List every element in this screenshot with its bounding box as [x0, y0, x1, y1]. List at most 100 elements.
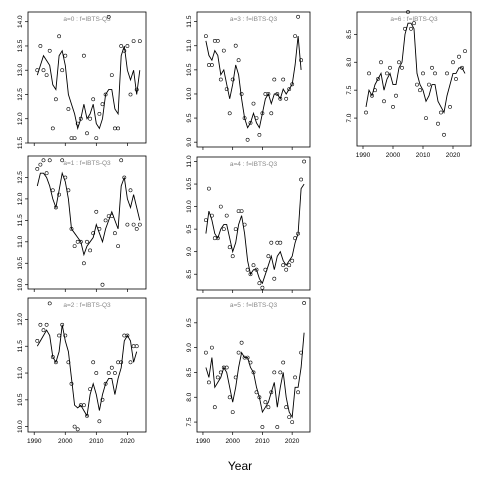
fitted-line: [36, 45, 141, 131]
observed-point: [38, 322, 43, 327]
y-tick-label: 11.0: [17, 235, 24, 248]
observed-point: [57, 192, 62, 197]
observed-point: [44, 73, 49, 78]
observed-point: [260, 285, 265, 290]
y-tick-label: 13.0: [17, 64, 24, 77]
observed-point: [100, 102, 105, 107]
observed-point: [379, 60, 383, 65]
observed-point: [97, 226, 102, 231]
y-tick-label: 11.5: [17, 340, 24, 353]
observed-point: [454, 77, 458, 81]
observed-point: [203, 218, 208, 223]
fitted-line: [36, 171, 141, 257]
observed-point: [251, 263, 256, 268]
observed-point: [50, 188, 55, 193]
observed-point: [269, 111, 274, 116]
x-tick-label: 2020: [120, 438, 135, 445]
observed-point: [131, 344, 136, 349]
observed-point: [109, 73, 114, 78]
observed-point: [239, 340, 244, 345]
observed-point: [287, 87, 292, 92]
panel-title: a=4 : f=IBTS-Q3: [230, 161, 278, 168]
observed-point: [119, 360, 124, 365]
observed-point: [35, 68, 40, 73]
observed-point: [263, 400, 268, 405]
observed-point: [69, 136, 74, 141]
observed-point: [245, 355, 250, 360]
observed-point: [430, 65, 434, 70]
x-tick-label: 2000: [225, 438, 240, 445]
observed-point: [299, 350, 304, 355]
y-tick-label: 12.5: [17, 88, 24, 101]
observed-point: [281, 263, 286, 268]
observed-point: [299, 58, 304, 63]
observed-point: [218, 370, 223, 375]
observed-point: [227, 111, 232, 116]
observed-point: [251, 101, 256, 106]
observed-point: [60, 158, 65, 163]
y-tick-label: 11.0: [186, 155, 193, 168]
observed-point: [116, 360, 121, 365]
observed-point: [57, 34, 62, 39]
y-tick-label: 12.0: [17, 192, 24, 205]
x-tick-label: 1990: [27, 438, 42, 445]
observed-point: [47, 48, 52, 53]
observed-point: [397, 60, 401, 65]
observed-point: [75, 121, 80, 126]
y-tick-label: 11.5: [186, 15, 193, 28]
observed-point: [224, 365, 229, 370]
y-tick-label: 11.0: [17, 367, 24, 380]
observed-point: [257, 132, 262, 137]
observed-point: [284, 96, 289, 101]
observed-point: [239, 92, 244, 96]
observed-point: [275, 425, 280, 429]
observed-point: [373, 88, 377, 93]
observed-point: [436, 121, 440, 126]
y-tick-label: 13.5: [17, 39, 24, 52]
panel-title: a=5 : f=IBTS-Q3: [230, 302, 278, 309]
panel-frame: [356, 11, 472, 147]
observed-point: [72, 244, 77, 249]
observed-point: [54, 360, 58, 365]
y-tick-label: 9.5: [186, 318, 193, 327]
observed-point: [364, 110, 368, 115]
y-tick-label: 11.5: [17, 214, 24, 227]
observed-point: [248, 360, 253, 365]
observed-point: [236, 350, 241, 355]
panel-6: a=6 : f=IBTS-Q3 7.0 7.5 8.0 8.5 1990 2000 2010 2…: [346, 10, 472, 159]
observed-point: [122, 333, 127, 338]
observed-point: [394, 93, 398, 98]
observed-point: [284, 267, 289, 272]
panel-title: a=6 : f=IBTS-Q3: [390, 16, 438, 23]
observed-point: [227, 245, 232, 250]
y-tick-label: 8.0: [346, 57, 353, 66]
observed-point: [224, 213, 229, 218]
observed-point: [116, 244, 121, 249]
y-tick-label: 9.0: [186, 247, 193, 256]
observed-point: [278, 240, 283, 245]
y-tick-label: 10.5: [186, 63, 193, 76]
x-tick-label: 2010: [255, 438, 270, 445]
observed-point: [293, 34, 298, 39]
observed-point: [100, 397, 105, 402]
panel-5: a=5 : f=IBTS-Q3 7.5 8.0 8.5 9.0 9.5 1990 2000 20…: [186, 297, 311, 445]
x-tick-label: 2010: [89, 438, 104, 445]
panel-frame: [27, 297, 147, 433]
panel-frame: [196, 11, 311, 148]
observed-point: [296, 231, 301, 236]
observed-point: [63, 175, 68, 180]
observed-point: [57, 333, 62, 338]
observed-point: [78, 239, 83, 244]
fitted-line: [36, 324, 138, 418]
y-tick-label: 7.5: [186, 417, 193, 426]
observed-point: [260, 425, 265, 429]
panel-title: a=2 : f=IBTS-Q3: [63, 302, 111, 309]
observed-point: [119, 44, 124, 48]
observed-point: [137, 39, 142, 44]
y-tick-label: 11.0: [186, 39, 193, 52]
observed-point: [209, 213, 214, 218]
fitted-line: [365, 22, 466, 114]
observed-point: [50, 126, 55, 131]
observed-point: [278, 370, 283, 375]
